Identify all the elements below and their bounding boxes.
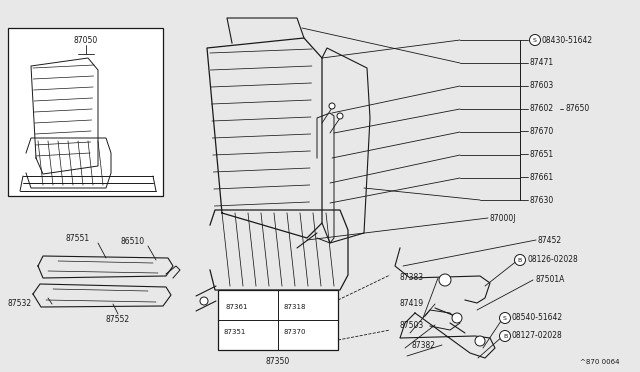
Circle shape (337, 113, 343, 119)
Text: 08540-51642: 08540-51642 (512, 314, 563, 323)
Circle shape (499, 312, 511, 324)
Bar (8, 28, 163, 196)
Text: 86510: 86510 (121, 237, 145, 246)
Text: S: S (533, 38, 537, 42)
Circle shape (329, 103, 335, 109)
Text: 87532: 87532 (8, 299, 32, 308)
Text: S: S (503, 315, 507, 321)
Text: 08127-02028: 08127-02028 (512, 331, 563, 340)
Circle shape (515, 254, 525, 266)
Text: 87650: 87650 (565, 104, 589, 113)
Text: 87000J: 87000J (490, 214, 516, 222)
Text: 87350: 87350 (266, 357, 290, 366)
Text: ^870 0064: ^870 0064 (580, 359, 620, 365)
Text: 87318: 87318 (283, 304, 305, 310)
Text: 87552: 87552 (106, 314, 130, 324)
Text: 87370: 87370 (283, 329, 305, 335)
Text: 87361: 87361 (226, 304, 248, 310)
Text: 87630: 87630 (530, 196, 554, 205)
Text: 08430-51642: 08430-51642 (542, 35, 593, 45)
Text: 87651: 87651 (530, 150, 554, 159)
Text: 08126-02028: 08126-02028 (527, 256, 578, 264)
Circle shape (200, 297, 208, 305)
Circle shape (452, 313, 462, 323)
Text: 87471: 87471 (530, 58, 554, 67)
Text: B: B (503, 334, 507, 339)
Text: 87452: 87452 (538, 235, 562, 244)
Circle shape (439, 274, 451, 286)
Text: B: B (518, 257, 522, 263)
Circle shape (499, 330, 511, 341)
Text: 87603: 87603 (530, 81, 554, 90)
Text: 87382: 87382 (412, 340, 436, 350)
Text: 87050: 87050 (74, 35, 98, 45)
Circle shape (529, 35, 541, 45)
Text: 87670: 87670 (530, 127, 554, 136)
Text: 87419: 87419 (400, 299, 424, 308)
Text: 87383: 87383 (400, 273, 424, 282)
Text: 87351: 87351 (223, 329, 245, 335)
Text: 87602: 87602 (530, 104, 554, 113)
Text: 87501A: 87501A (535, 276, 564, 285)
Text: 87551: 87551 (66, 234, 90, 243)
Bar (218, 290, 338, 350)
Circle shape (475, 336, 485, 346)
Text: 87503: 87503 (400, 321, 424, 330)
Text: 87661: 87661 (530, 173, 554, 182)
